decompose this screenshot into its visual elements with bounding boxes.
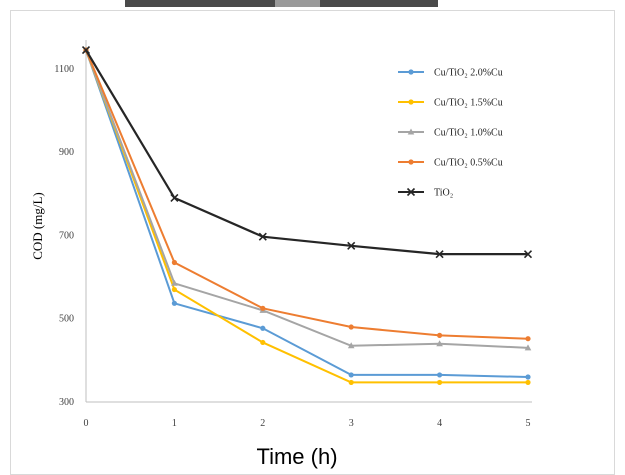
data-point <box>435 250 444 259</box>
data-point <box>525 379 531 386</box>
data-point <box>260 325 266 331</box>
series-lines <box>81 46 533 386</box>
data-point <box>408 159 414 165</box>
series-group <box>83 47 531 342</box>
data-point <box>436 340 443 347</box>
data-point <box>525 374 531 380</box>
x-axis-label: Time (h) <box>256 444 337 469</box>
data-point <box>407 128 415 135</box>
y-tick-label: 900 <box>59 147 74 158</box>
data-point <box>348 372 354 378</box>
series-line <box>85 49 528 384</box>
series-line <box>85 49 529 340</box>
data-point <box>260 305 266 311</box>
data-point <box>437 332 443 338</box>
series-line <box>85 49 529 349</box>
x-tick-label: 5 <box>526 418 531 429</box>
series-group <box>81 46 533 259</box>
photo-highlight <box>275 0 320 7</box>
data-point <box>81 46 91 55</box>
data-point <box>437 372 443 378</box>
data-point <box>406 187 416 197</box>
data-point <box>258 232 267 241</box>
data-point <box>170 193 179 202</box>
data-point <box>437 379 443 386</box>
y-tick-label: 300 <box>59 397 74 408</box>
series-group <box>82 46 532 351</box>
data-point <box>524 344 532 351</box>
data-point <box>348 324 354 330</box>
data-point <box>523 250 533 259</box>
data-point <box>171 279 178 286</box>
legend-label: Cu/TiO₂ 0.5%Cu <box>434 158 503 169</box>
legend-label: Cu/TiO₂ 1.0%Cu <box>434 128 503 139</box>
series-line <box>85 49 528 256</box>
y-tick-labels: 300 500 700 900 1100 <box>54 64 74 408</box>
legend: Cu/TiO₂ 2.0%Cu Cu/TiO₂ 1.5%Cu Cu/TiO₂ 1.0%… <box>398 68 503 199</box>
x-tick-labels: 0 1 2 3 4 5 <box>84 418 531 429</box>
y-axis-label: COD (mg/L) <box>30 192 45 260</box>
legend-label: TiO₂ <box>434 188 453 199</box>
x-tick-label: 1 <box>172 418 177 429</box>
x-tick-label: 4 <box>437 418 442 429</box>
y-tick-label: 500 <box>59 314 74 325</box>
axes <box>85 40 532 403</box>
legend-label: Cu/TiO₂ 2.0%Cu <box>434 68 503 79</box>
data-point <box>260 339 266 346</box>
data-point <box>348 379 354 386</box>
data-point <box>347 241 356 250</box>
series-line <box>85 49 529 379</box>
x-tick-label: 2 <box>260 418 265 429</box>
cropped-photo-strip <box>125 0 438 7</box>
data-point <box>408 69 414 75</box>
data-point <box>347 342 355 349</box>
data-point <box>171 259 177 266</box>
data-point <box>525 336 531 342</box>
y-tick-label: 1100 <box>54 64 74 75</box>
data-point <box>171 300 177 306</box>
y-tick-label: 700 <box>59 230 74 241</box>
legend-label: Cu/TiO₂ 1.5%Cu <box>434 98 503 109</box>
data-point <box>408 99 414 105</box>
x-tick-label: 0 <box>84 418 89 429</box>
data-point <box>171 286 177 293</box>
x-tick-label: 3 <box>349 418 354 429</box>
